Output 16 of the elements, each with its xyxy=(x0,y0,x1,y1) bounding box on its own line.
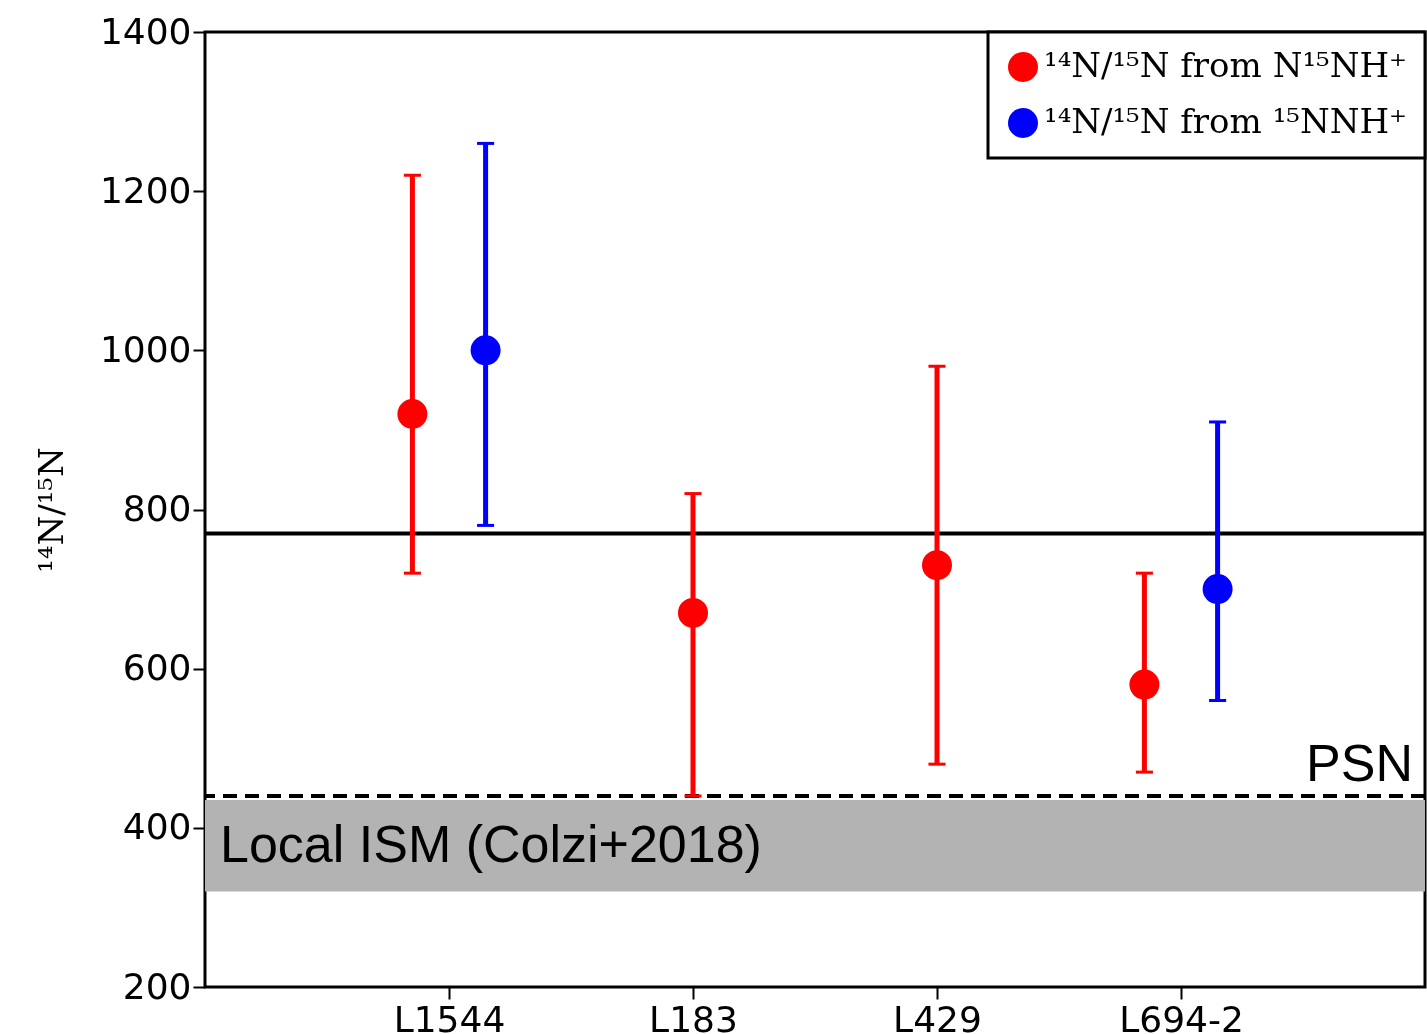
y-tick-label: 200 xyxy=(122,965,192,1007)
legend-label: ¹⁴N/¹⁵N from ¹⁵NNH⁺ xyxy=(1044,101,1407,141)
y-tick-label: 1400 xyxy=(99,10,192,52)
y-tick-label: 800 xyxy=(122,488,192,529)
y-axis-title: ¹⁴N/¹⁵N xyxy=(30,447,71,573)
y-tick-label: 1200 xyxy=(99,169,192,211)
y-tick-label: 600 xyxy=(122,647,192,689)
legend-label: ¹⁴N/¹⁵N from N¹⁵NH⁺ xyxy=(1044,45,1407,85)
x-tick-label: L694-2 xyxy=(1119,998,1244,1034)
x-tick-label: L1544 xyxy=(393,998,506,1034)
y-tick-label: 400 xyxy=(122,806,192,848)
band-label: Local ISM (Colzi+2018) xyxy=(220,814,762,873)
y-tick-label: 1000 xyxy=(99,328,192,370)
ref-line-label: PSN xyxy=(1306,734,1413,792)
x-tick-label: L429 xyxy=(893,998,982,1034)
x-tick-label: L183 xyxy=(649,998,738,1034)
